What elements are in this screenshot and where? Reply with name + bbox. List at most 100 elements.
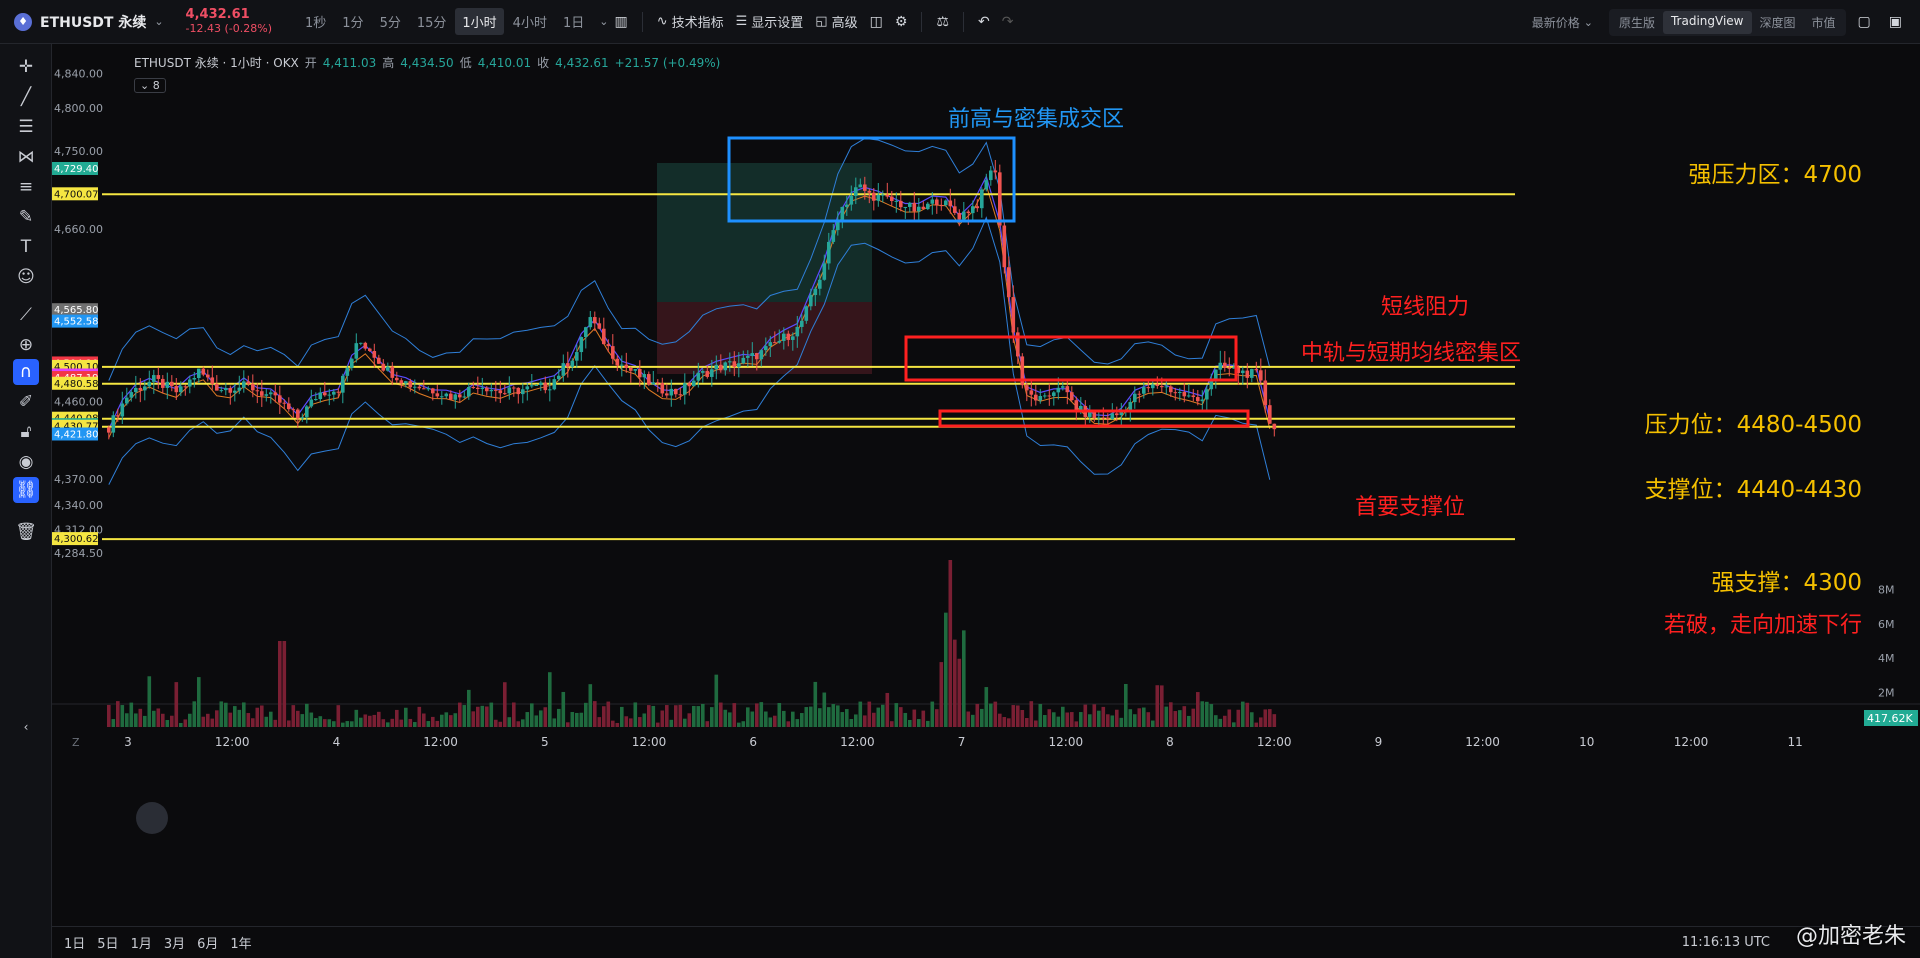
volume-bar <box>606 701 611 727</box>
display-settings-button[interactable]: ☰ 显示设置 <box>730 12 810 31</box>
indicators-button[interactable]: ∿ 技术指标 <box>651 12 730 31</box>
symbol-selector[interactable]: ETHUSDT 永续 <box>40 14 147 31</box>
tf-15m[interactable]: 15分 <box>416 16 447 31</box>
magnet-icon[interactable]: ∩ <box>13 359 39 385</box>
lock-icon[interactable]: 🔓︎ <box>20 422 32 442</box>
volume-bar <box>683 718 687 727</box>
candle-body <box>1038 396 1043 401</box>
view-tradingview[interactable]: TradingView <box>1662 10 1752 34</box>
scale-icon[interactable]: ⚖ <box>936 13 949 30</box>
volume-bar <box>921 710 926 727</box>
fullscreen-icon[interactable]: ▢ <box>1857 14 1871 30</box>
timeframe-more-icon[interactable]: ⌄ <box>599 15 609 28</box>
advanced-button[interactable]: ◱ 高级 <box>809 12 863 31</box>
time-tick: 10 <box>1579 735 1594 749</box>
range-1y[interactable]: 1年 <box>230 937 252 952</box>
gear-icon[interactable]: ⚙ <box>894 13 908 30</box>
candle-type-icon[interactable]: ▥ <box>614 13 628 30</box>
view-marketcap[interactable]: 市值 <box>1811 15 1836 30</box>
lock-drawing-icon[interactable]: ✐ <box>18 392 34 412</box>
view-depth[interactable]: 深度图 <box>1759 15 1796 30</box>
volume-bar <box>201 716 206 727</box>
volume-bar <box>728 712 732 727</box>
volume-bar <box>287 720 291 727</box>
volume-bar <box>701 703 705 727</box>
volume-bar <box>1187 715 1191 727</box>
brush-icon[interactable]: ✎ <box>18 207 34 227</box>
trash-icon[interactable]: 🗑︎ <box>15 522 37 542</box>
candle-body <box>570 360 575 367</box>
tf-1m[interactable]: 1分 <box>342 16 364 31</box>
range-6m[interactable]: 6月 <box>197 937 219 952</box>
volume-bar <box>372 714 377 727</box>
screenshot-icon[interactable]: ◫ <box>869 13 883 30</box>
candle-body <box>656 382 660 384</box>
candle-body <box>620 364 624 366</box>
chevron-down-icon[interactable]: ⌄ <box>154 15 164 28</box>
candle-body <box>1128 402 1133 412</box>
volume-bar <box>642 713 647 727</box>
price-chart[interactable]: 4,880.00 4,840.00 4,800.00 4,750.00 4,660.00… <box>52 44 1920 916</box>
volume-bar <box>863 715 867 727</box>
volume-bar <box>791 711 795 727</box>
volume-bar <box>1263 709 1268 727</box>
collapse-icon[interactable]: ‹ <box>23 720 29 734</box>
trendline-icon[interactable]: ╱ <box>20 87 32 107</box>
candle-body <box>1214 369 1218 382</box>
candle-body <box>840 206 845 220</box>
candle-body <box>980 189 984 209</box>
candle-body <box>471 387 476 389</box>
range-5d[interactable]: 5日 <box>97 937 119 952</box>
volume-bar <box>566 722 570 727</box>
candle-body <box>444 393 449 397</box>
utc-clock: 11:16:13 UTC <box>1681 935 1770 950</box>
eye-icon[interactable]: ◉ <box>18 452 34 472</box>
candle-body <box>908 202 912 207</box>
volume-bar <box>804 707 809 727</box>
crosshair-icon[interactable]: ✛ <box>18 57 34 77</box>
candle-body <box>1016 332 1020 357</box>
candle-body <box>741 357 746 364</box>
candle-body <box>809 295 813 307</box>
volume-bar <box>314 718 318 727</box>
indicator-toggle[interactable]: ⌄ 8 <box>134 78 166 93</box>
candle-body <box>872 192 876 201</box>
range-3m[interactable]: 3月 <box>163 937 186 952</box>
volume-bar <box>786 721 791 727</box>
volume-bar <box>1137 708 1142 727</box>
text-icon[interactable]: T <box>20 237 32 257</box>
volume-bar <box>476 706 480 727</box>
ruler-icon[interactable]: ⟋ <box>20 305 32 325</box>
volume-bar <box>278 641 282 727</box>
volume-bar <box>665 705 669 727</box>
tf-5m[interactable]: 5分 <box>379 16 401 31</box>
layout-icon[interactable]: ▣ <box>1888 14 1902 30</box>
tf-1d[interactable]: 1日 <box>562 16 585 31</box>
link-icon[interactable]: ⛓︎ <box>13 477 39 503</box>
chevron-down-icon[interactable]: ⌄ <box>1583 15 1593 29</box>
volume-bar <box>255 707 260 727</box>
candle-body <box>224 388 228 391</box>
price-type-select[interactable]: 最新价格 <box>1531 15 1580 30</box>
redo-icon[interactable]: ↷ <box>1001 13 1014 30</box>
view-native[interactable]: 原生版 <box>1618 15 1655 30</box>
fib-icon[interactable]: ≡ <box>18 177 34 197</box>
zoom-icon[interactable]: ⊕ <box>18 335 34 355</box>
candle-body <box>1245 370 1250 378</box>
horizontal-lines-icon[interactable]: ☰ <box>18 117 34 137</box>
price-tag: 4,565.80 <box>52 303 99 317</box>
candle-body <box>863 184 867 191</box>
candle-body <box>422 388 426 390</box>
tf-1h[interactable]: 1小时 <box>455 8 504 35</box>
tf-1s[interactable]: 1秒 <box>305 16 327 31</box>
pattern-icon[interactable]: ⋈ <box>17 147 35 167</box>
range-1m[interactable]: 1月 <box>130 937 152 952</box>
volume-bar <box>737 722 741 727</box>
candle-body <box>1169 386 1173 393</box>
volume-bar <box>548 672 552 727</box>
volume-bar <box>1146 712 1151 727</box>
undo-icon[interactable]: ↶ <box>977 13 990 30</box>
emoji-icon[interactable]: ☺ <box>17 267 35 287</box>
tf-4h[interactable]: 4小时 <box>512 16 547 31</box>
range-1d[interactable]: 1日 <box>64 937 86 952</box>
